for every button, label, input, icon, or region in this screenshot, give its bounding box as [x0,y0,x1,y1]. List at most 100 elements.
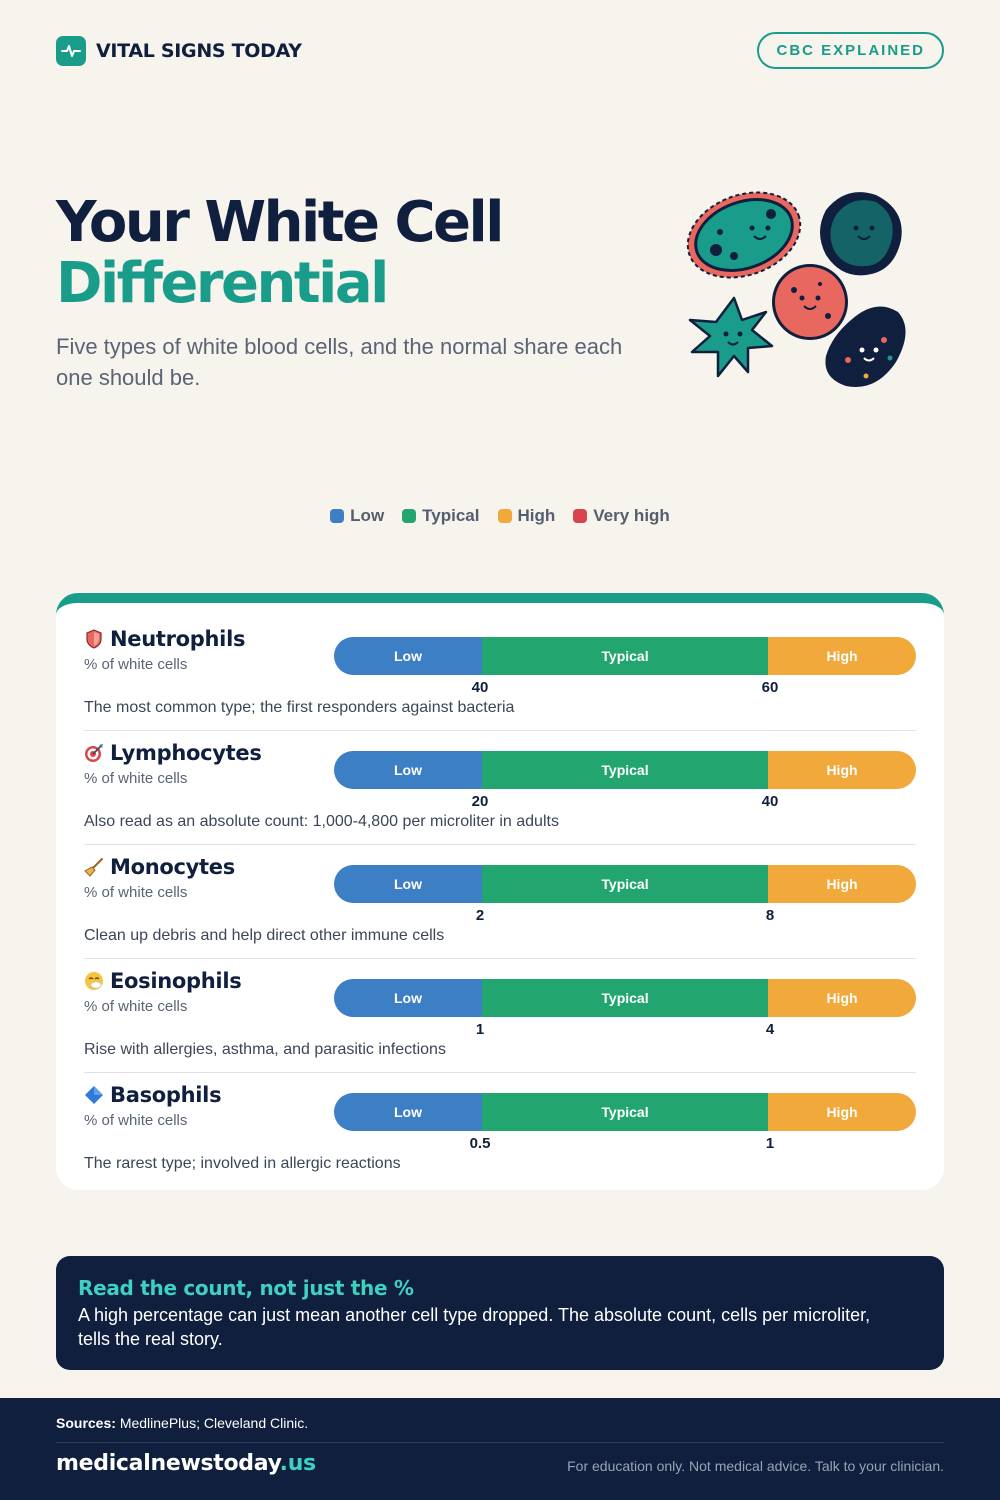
cell-name: Basophils [110,1083,222,1107]
legend-swatch [573,509,588,523]
hero: Your White Cell Differential Five types … [56,192,656,393]
sneezing-face-icon [85,972,103,990]
legend-label: Very high [593,506,670,525]
legend-item: Low [330,506,384,526]
legend-swatch [402,509,417,523]
segment-low: Low [334,637,482,675]
germ-cells-illustration [686,191,906,387]
red-round-cell-icon [772,264,848,340]
cell-name: Lymphocytes [110,741,262,765]
topic-pill[interactable]: CBC EXPLAINED [757,32,944,69]
segment-high: High [768,637,916,675]
disclaimer: For education only. Not medical advice. … [567,1458,944,1474]
segment-high: High [768,979,916,1017]
segment-low: Low [334,865,482,903]
site-tld: .us [279,1451,317,1476]
cell-row-monocytes: Monocytes % of white cells Low Typical H… [84,844,916,969]
sources-text: MedlinePlus; Cleveland Clinic. [119,1415,309,1431]
legend-label: Low [350,506,385,525]
cell-row-neutrophils: Neutrophils % of white cells Low Typical… [84,627,916,741]
differential-card: Neutrophils % of white cells Low Typical… [56,593,944,1190]
cell-description: Rise with allergies, asthma, and parasit… [84,1041,446,1058]
cell-title: Monocytes [84,855,235,879]
range-bar: Low Typical High [334,751,916,789]
segment-typical: Typical [482,865,768,903]
cell-unit: % of white cells [84,770,188,787]
dark-blob-cell-icon [820,192,902,276]
sources-label: Sources: [56,1415,116,1431]
segment-high: High [768,1093,916,1131]
cell-title: Eosinophils [84,969,242,993]
legend-swatch [497,509,512,523]
legend-swatch [330,509,345,523]
segment-typical: Typical [482,637,768,675]
target-icon [85,744,103,762]
title-line-2: Differential [56,251,389,316]
callout-box: Read the count, not just the % A high pe… [56,1256,944,1370]
cell-name: Neutrophils [110,627,246,651]
cell-row-basophils: Basophils % of white cells Low Typical H… [84,1072,916,1190]
cell-title: Neutrophils [84,627,245,651]
cell-description: Clean up debris and help direct other im… [84,927,445,944]
cell-name: Eosinophils [110,969,242,993]
legend-item: Typical [402,506,480,526]
cell-description: The rarest type; involved in allergic re… [84,1155,401,1172]
sources: Sources: MedlinePlus; Cleveland Clinic. [56,1415,308,1431]
legend-label: High [517,506,556,525]
spiky-teal-cell-icon [686,191,802,279]
cell-title: Basophils [84,1083,222,1107]
low-limit-label: 40 [471,679,489,696]
cell-row-eosinophils: Eosinophils % of white cells Low Typical… [84,958,916,1083]
range-bar: Low Typical High [334,1093,916,1131]
low-limit-label: 1 [475,1021,485,1038]
segment-low: Low [334,979,482,1017]
cell-unit: % of white cells [84,1112,188,1129]
low-limit-label: 0.5 [469,1135,491,1152]
legend-item: Very high [573,506,670,526]
range-bar: Low Typical High [334,979,916,1017]
cell-row-lymphocytes: Lymphocytes % of white cells Low Typical… [84,730,916,855]
segment-typical: Typical [482,979,768,1017]
title-line-1: Your White Cell [56,190,504,255]
top-bar: VITAL SIGNS TODAY CBC EXPLAINED [56,32,944,70]
segment-typical: Typical [482,1093,768,1131]
site-name: medicalnewstoday [56,1451,280,1476]
cell-title: Lymphocytes [84,741,262,765]
high-limit-label: 60 [761,679,779,696]
high-limit-label: 4 [765,1021,775,1038]
cell-description: The most common type; the first responde… [84,699,515,716]
low-limit-label: 20 [471,793,489,810]
cell-unit: % of white cells [84,998,188,1015]
brand[interactable]: VITAL SIGNS TODAY [56,36,302,66]
cell-name: Monocytes [110,855,235,879]
navy-bean-cell-icon [825,306,906,387]
range-bar: Low Typical High [334,865,916,903]
star-teal-cell-icon [688,296,774,378]
footer-divider [56,1442,944,1443]
footer: Sources: MedlinePlus; Cleveland Clinic. … [0,1398,1000,1500]
callout-body: A high percentage can just mean another … [78,1305,871,1349]
low-limit-label: 2 [475,907,485,924]
high-limit-label: 40 [761,793,779,810]
segment-low: Low [334,751,482,789]
cell-description: Also read as an absolute count: 1,000-4,… [84,813,559,830]
broom-icon [84,858,103,877]
legend-item: High [497,506,556,526]
segment-high: High [768,865,916,903]
hero-subtitle: Five types of white blood cells, and the… [56,334,623,390]
segment-typical: Typical [482,751,768,789]
high-limit-label: 8 [765,907,775,924]
shield-icon [86,629,102,649]
page-title: Your White Cell Differential [56,192,656,314]
legend: Low Typical High Very high [0,506,1000,526]
callout-title: Read the count, not just the % [78,1276,414,1300]
brand-name: VITAL SIGNS TODAY [96,40,302,62]
segment-high: High [768,751,916,789]
high-limit-label: 1 [765,1135,775,1152]
segment-low: Low [334,1093,482,1131]
pulse-logo-icon [56,36,86,66]
cell-unit: % of white cells [84,884,188,901]
blue-diamond-icon [85,1086,103,1104]
site-link[interactable]: medicalnewstoday.us [56,1451,316,1476]
cell-unit: % of white cells [84,656,188,673]
